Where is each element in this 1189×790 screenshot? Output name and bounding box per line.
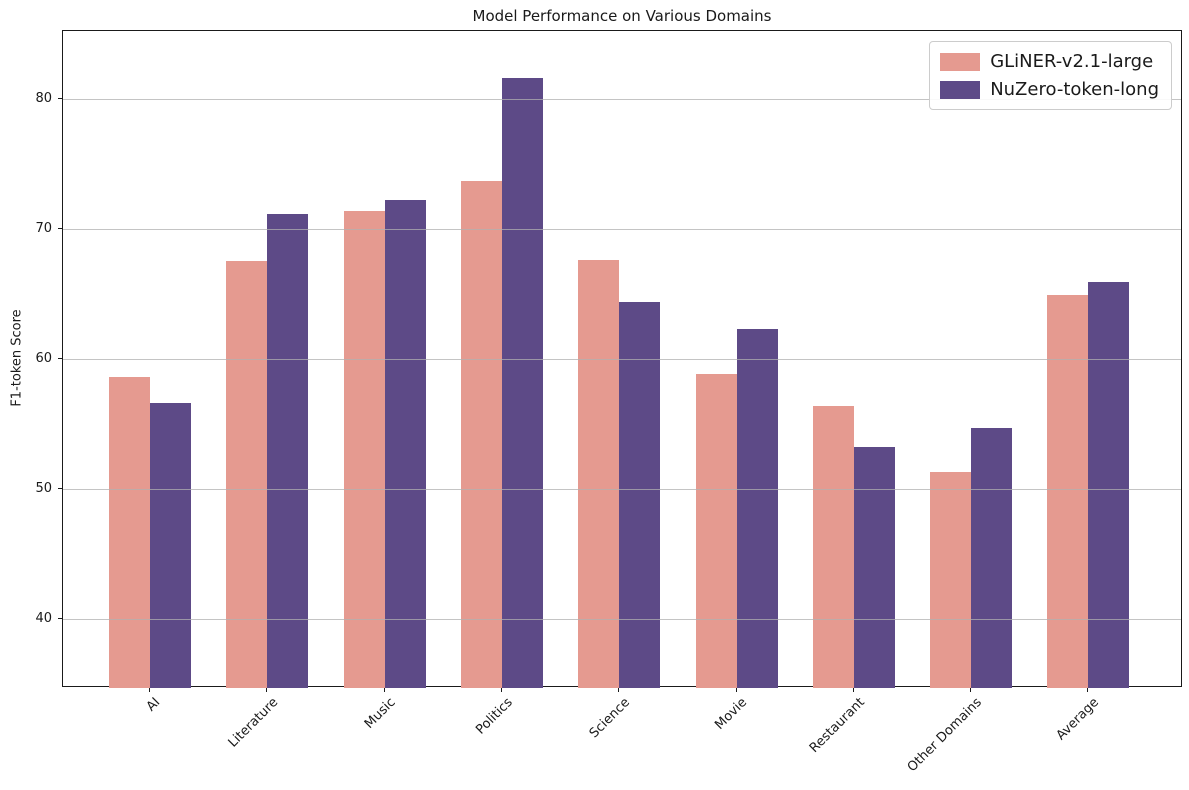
bar-series1-movie xyxy=(695,374,737,688)
bar-series2-science xyxy=(619,301,661,688)
y-tick-label: 80 xyxy=(35,91,52,106)
grid-layer xyxy=(63,31,1181,686)
y-tick-mark xyxy=(58,228,62,229)
y-tick-label: 60 xyxy=(35,351,52,366)
gridline-y-50 xyxy=(63,489,1181,490)
y-tick-label: 70 xyxy=(35,221,52,236)
chart-title: Model Performance on Various Domains xyxy=(472,7,772,25)
x-tick-mark xyxy=(970,688,971,692)
x-tick-mark xyxy=(736,688,737,692)
y-axis-label: F1-token Score xyxy=(9,309,25,407)
y-tick-mark xyxy=(58,358,62,359)
gridline-y-40 xyxy=(63,619,1181,620)
x-tick-mark xyxy=(618,688,619,692)
x-tick-label-ai: AI xyxy=(143,695,164,715)
x-tick-mark xyxy=(384,688,385,692)
x-tick-label-science: Science xyxy=(586,695,633,742)
x-tick-mark xyxy=(149,688,150,692)
bar-series1-ai xyxy=(109,377,150,688)
gridline-y-60 xyxy=(63,359,1181,360)
x-tick-label-politics: Politics xyxy=(472,695,516,738)
bars-layer xyxy=(63,31,1181,688)
legend-label: GLiNER-v2.1-large xyxy=(990,51,1154,72)
bar-series1-politics xyxy=(460,180,502,688)
y-tick-mark xyxy=(58,488,62,489)
x-tick-mark xyxy=(853,688,854,692)
bar-series2-other-domains xyxy=(971,427,1013,688)
legend-swatch xyxy=(940,52,981,71)
x-tick-label-music: Music xyxy=(361,695,399,732)
y-tick-mark xyxy=(58,98,62,99)
bar-series2-ai xyxy=(150,403,191,688)
bar-series1-average xyxy=(1047,295,1089,688)
bar-series1-restaurant xyxy=(812,405,854,688)
gridline-y-70 xyxy=(63,229,1181,230)
bar-series2-literature xyxy=(267,214,309,688)
bar-series1-science xyxy=(578,259,620,688)
plot-area: GLiNER-v2.1-large NuZero-token-long xyxy=(62,30,1182,688)
bar-series1-other-domains xyxy=(930,472,972,688)
bar-series2-movie xyxy=(736,328,778,688)
legend-item: NuZero-token-long xyxy=(940,79,1159,100)
x-tick-label-restaurant: Restaurant xyxy=(806,695,868,756)
bar-series2-restaurant xyxy=(853,447,895,688)
bar-series1-literature xyxy=(226,261,268,688)
x-tick-mark xyxy=(501,688,502,692)
legend-swatch xyxy=(940,80,981,99)
x-tick-label-literature: Literature xyxy=(225,695,281,751)
x-tick-label-other-domains: Other Domains xyxy=(904,695,985,776)
legend-item: GLiNER-v2.1-large xyxy=(940,51,1159,72)
x-tick-label-movie: Movie xyxy=(712,695,751,733)
bar-series2-politics xyxy=(501,77,543,688)
legend: GLiNER-v2.1-large NuZero-token-long xyxy=(929,41,1172,110)
x-tick-label-average: Average xyxy=(1053,695,1103,744)
legend-label: NuZero-token-long xyxy=(990,79,1159,100)
y-tick-label: 50 xyxy=(35,481,52,496)
y-tick-mark xyxy=(58,618,62,619)
bar-series2-average xyxy=(1088,282,1130,688)
x-tick-mark xyxy=(266,688,267,692)
bar-series1-music xyxy=(343,210,385,688)
y-tick-label: 40 xyxy=(35,611,52,626)
bar-series2-music xyxy=(384,200,426,688)
x-tick-mark xyxy=(1087,688,1088,692)
